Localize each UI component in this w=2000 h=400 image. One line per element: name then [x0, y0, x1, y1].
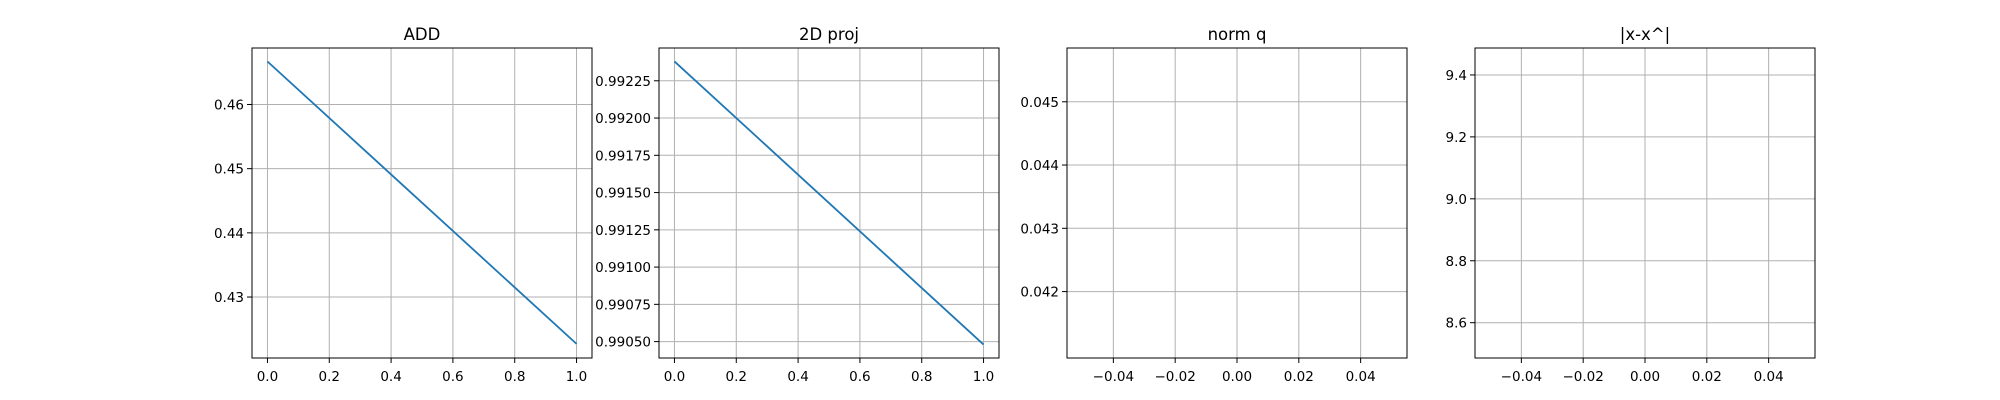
y-tick-label: 0.99125: [595, 223, 651, 239]
x-tick-label: 0.04: [1754, 369, 1784, 385]
subplot-2d-proj: 0.0 0.2 0.4 0.6 0.8 1.0 0.99050 0.99075 0.99100 0…: [595, 25, 1000, 385]
x-tick-label: 0.00: [1630, 369, 1660, 385]
y-tick-label: 8.6: [1446, 316, 1467, 332]
x-tick-label: 0.8: [911, 369, 932, 385]
y-tick-label: 0.045: [1020, 95, 1059, 111]
y-tick-label: 0.46: [214, 97, 244, 113]
y-tick-label: 9.2: [1446, 130, 1467, 146]
y-tick-label: 0.044: [1020, 158, 1059, 174]
x-tick-label: 0.8: [504, 369, 525, 385]
x-tick-label: 0.02: [1692, 369, 1722, 385]
y-tick-label: 0.44: [214, 226, 244, 242]
axes-frame: [251, 47, 593, 359]
subplot-add: 0.0 0.2 0.4 0.6 0.8 1.0 0.43 0.44 0.45 0.46 ADD: [214, 25, 593, 385]
y-tick-label: 0.43: [214, 290, 244, 306]
subplot-x-error: −0.04 −0.02 0.00 0.02 0.04 8.6 8.8 9.0 9.2 9.4 |x-…: [1446, 25, 1816, 385]
x-tick-label: 0.4: [787, 369, 808, 385]
y-tick-label: 0.45: [214, 162, 244, 178]
x-tick-label: −0.04: [1501, 369, 1542, 385]
series-line: [266, 60, 578, 345]
x-tick-label: 0.4: [380, 369, 401, 385]
x-tick-label: 0.6: [442, 369, 463, 385]
y-tick-label: 0.99225: [595, 74, 651, 90]
subplot-title: ADD: [404, 25, 441, 44]
x-tick-label: 1.0: [566, 369, 587, 385]
subplot-title: 2D proj: [799, 25, 859, 44]
x-tick-label: 0.2: [319, 369, 340, 385]
x-tick-label: 0.04: [1346, 369, 1376, 385]
series-line: [673, 60, 985, 346]
y-tick-label: 0.043: [1020, 221, 1059, 237]
x-tick-label: 0.0: [664, 369, 685, 385]
y-tick-label: 0.99100: [595, 260, 651, 276]
y-tick-label: 0.99050: [595, 335, 651, 351]
x-tick-label: 1.0: [973, 369, 994, 385]
x-tick-label: −0.02: [1562, 369, 1603, 385]
y-tick-label: 8.8: [1446, 254, 1467, 270]
y-tick-label: 0.042: [1020, 285, 1059, 301]
x-tick-label: −0.02: [1154, 369, 1195, 385]
x-tick-label: 0.6: [849, 369, 870, 385]
x-tick-label: 0.02: [1284, 369, 1314, 385]
subplot-title: norm q: [1208, 25, 1267, 44]
y-tick-label: 0.99200: [595, 111, 651, 127]
x-tick-label: −0.04: [1093, 369, 1134, 385]
subplot-norm-q: −0.04 −0.02 0.00 0.02 0.04 0.042 0.043 0.044 0.0…: [1020, 25, 1408, 385]
y-tick-label: 9.0: [1446, 192, 1467, 208]
y-tick-label: 9.4: [1446, 68, 1467, 84]
y-tick-label: 0.99075: [595, 297, 651, 313]
x-tick-label: 0.2: [726, 369, 747, 385]
y-tick-label: 0.99150: [595, 186, 651, 202]
x-tick-label: 0.00: [1222, 369, 1252, 385]
subplot-title: |x-x^|: [1620, 25, 1670, 44]
axes-frame: [658, 47, 1000, 359]
y-tick-label: 0.99175: [595, 148, 651, 164]
x-tick-label: 0.0: [257, 369, 278, 385]
